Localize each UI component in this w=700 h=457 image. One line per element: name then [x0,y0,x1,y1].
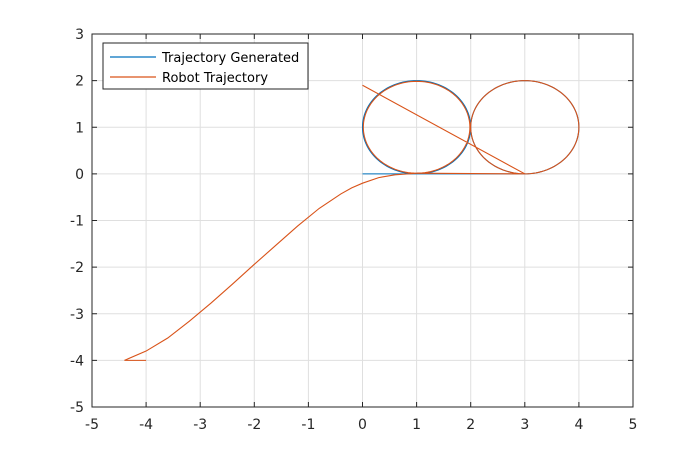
y-tick-label: 1 [75,120,84,136]
x-tick-label: -5 [85,417,99,433]
legend-label: Robot Trajectory [162,71,268,86]
tick-labels: -5 -4 -3 -2 -1 0 1 2 3 4 5 -5 -4 -3 -2 -1 0 1 2 3 [70,27,637,433]
x-tick-label: 2 [466,417,475,433]
x-tick-label: -2 [247,417,261,433]
plot-area [124,80,580,361]
x-tick-label: -4 [139,417,153,433]
legend-label: Trajectory Generated [161,51,299,66]
y-tick-label: -2 [70,260,84,276]
x-tick-label: -1 [301,417,315,433]
x-tick-label: 0 [358,417,367,433]
y-tick-label: -4 [70,353,84,369]
y-tick-label: -5 [70,400,84,416]
y-tick-label: 0 [75,167,84,183]
x-tick-label: 3 [520,417,529,433]
x-tick-label: 4 [574,417,583,433]
y-tick-label: -1 [70,214,84,230]
axes [91,33,634,408]
legend: Trajectory Generated Robot Trajectory [102,42,309,90]
legend-box [102,42,309,90]
y-tick-label: 3 [75,27,84,43]
x-tick-label: 5 [629,417,638,433]
x-tick-label: -3 [193,417,207,433]
y-tick-label: 2 [75,74,84,90]
x-tick-label: 1 [412,417,421,433]
series-line-robot-trajectory [124,80,580,361]
y-tick-label: -3 [70,307,84,323]
